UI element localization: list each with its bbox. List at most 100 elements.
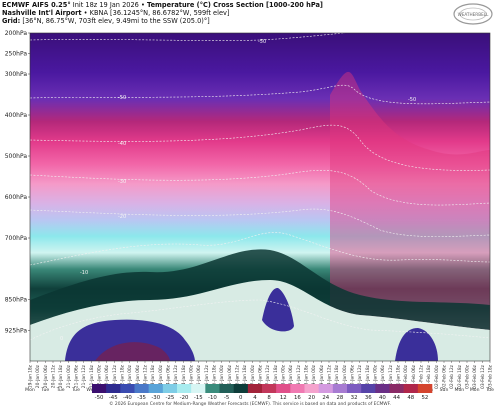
x-tick-date: 29-Jan <box>334 374 340 388</box>
x-tick-date: 28-Jan <box>304 374 310 388</box>
colorbar-swatch <box>134 384 149 393</box>
init-time: Init 18z 19 Jan 2026 • <box>70 1 147 9</box>
colorbar-label: 32 <box>351 395 358 401</box>
grid-coords: [36°N, 86.75°W, 703ft elev, 9.49mi to th… <box>20 17 210 25</box>
x-tick-hour: 00z <box>281 364 287 373</box>
weatherbell-logo: WEATHERBELL <box>453 3 493 25</box>
x-tick-hour: 00z <box>403 364 409 373</box>
cold-pocket-mid <box>262 287 294 332</box>
station-coords: • KBNA [36.1245°N, 86.6782°W, 599ft elev… <box>81 9 230 17</box>
x-tick-date: 01-Feb <box>403 374 409 389</box>
x-day-label: Tue <box>485 387 494 393</box>
x-tick-date: 19-Jan <box>28 374 34 388</box>
contour-label: -50 <box>258 39 266 45</box>
colorbar-swatch <box>361 384 376 393</box>
x-tick-hour: 18z <box>28 364 34 373</box>
colorbar-label: 12 <box>280 395 287 401</box>
x-tick-date: 31-Jan <box>388 374 394 388</box>
x-tick-date: 20-Jan <box>43 374 49 388</box>
colorbar-label: 8 <box>267 395 271 401</box>
x-tick-hour: 18z <box>89 364 95 373</box>
x-tick-hour: 06z <box>442 364 448 373</box>
x-tick-date: 22-Jan <box>120 374 126 388</box>
colorbar-label: 40 <box>379 395 386 401</box>
x-tick-hour: 00z <box>219 364 225 373</box>
x-tick-date: 23-Jan <box>127 374 133 388</box>
x-tick-date: 28-Jan <box>288 374 294 388</box>
x-tick-date: 31-Jan <box>373 374 379 388</box>
title-line-2: Nashville Int'l Airport • KBNA [36.1245°… <box>2 9 229 17</box>
x-tick-date: 21-Jan <box>81 374 87 388</box>
x-tick-date: 27-Jan <box>273 374 279 388</box>
x-tick-date: 29-Jan <box>327 374 333 388</box>
warm-bulge <box>330 71 490 361</box>
colorbar-label: 44 <box>393 395 400 401</box>
colorbar-swatch <box>290 384 305 393</box>
x-tick-date: 21-Jan <box>74 374 80 388</box>
contour-line <box>30 84 490 105</box>
colorbar-label: 28 <box>336 395 343 401</box>
model-name: ECMWF AIFS 0.25° <box>2 1 71 9</box>
x-tick-hour: 12z <box>81 364 87 373</box>
x-tick-date: 21-Jan <box>66 374 72 388</box>
x-tick-hour: 12z <box>419 364 425 373</box>
x-tick-date: 21-Jan <box>89 374 95 388</box>
x-tick-hour: 18z <box>212 364 218 373</box>
x-tick-date: 29-Jan <box>311 374 317 388</box>
x-tick-hour: 06z <box>43 364 49 373</box>
colorbar-label: -15 <box>194 395 203 401</box>
x-tick-hour: 06z <box>288 364 294 373</box>
x-tick-hour: 18z <box>426 364 432 373</box>
y-tick-label: 200hPa <box>5 30 28 37</box>
x-tick-date: 03-Feb <box>472 374 478 389</box>
y-tick-label: 500hPa <box>5 153 28 160</box>
colorbar-label: 36 <box>365 395 372 401</box>
x-tick-hour: 18z <box>120 364 126 373</box>
x-tick-date: 03-Feb <box>465 374 471 389</box>
x-day-label: Mon <box>454 387 464 393</box>
x-tick-date: 29-Jan <box>319 374 325 388</box>
x-day-label: Wed <box>86 387 96 393</box>
colorbar-label: 52 <box>421 395 428 401</box>
x-tick-hour: 00z <box>250 364 256 373</box>
x-tick-date: 26-Jan <box>242 374 248 388</box>
colorbar-label: -45 <box>109 395 118 401</box>
cold-pocket-late <box>395 328 438 361</box>
x-tick-hour: 00z <box>127 364 133 373</box>
x-tick-hour: 18z <box>488 364 494 373</box>
y-tick-label: 250hPa <box>5 51 28 58</box>
x-tick-hour: 06z <box>135 364 141 373</box>
x-tick-date: 26-Jan <box>235 374 241 388</box>
contour-line <box>30 208 490 237</box>
y-tick-label: 925hPa <box>5 327 28 334</box>
x-tick-date: 23-Jan <box>135 374 141 388</box>
x-tick-date: 01-Feb <box>419 374 425 389</box>
x-tick-hour: 12z <box>173 364 179 373</box>
colorbar-swatch <box>276 384 291 393</box>
x-tick-hour: 12z <box>265 364 271 373</box>
x-tick-date: 25-Jan <box>189 374 195 388</box>
colorbar-swatch <box>417 384 433 393</box>
y-tick-label: 400hPa <box>5 112 28 119</box>
x-tick-hour: 06z <box>380 364 386 373</box>
x-tick-date: 02-Feb <box>442 374 448 389</box>
x-tick-hour: 06z <box>227 364 233 373</box>
y-tick-label: 700hPa <box>5 235 28 242</box>
x-tick-date: 22-Jan <box>97 374 103 388</box>
x-tick-hour: 18z <box>457 364 463 373</box>
x-tick-hour: 18z <box>181 364 187 373</box>
x-tick-hour: 00z <box>35 364 41 373</box>
x-tick-hour: 12z <box>143 364 149 373</box>
x-tick-hour: 18z <box>150 364 156 373</box>
x-tick-hour: 12z <box>449 364 455 373</box>
x-tick-date: 24-Jan <box>181 374 187 388</box>
colorbar-swatch <box>233 384 249 393</box>
colorbar-swatch <box>92 384 107 393</box>
x-tick-date: 28-Jan <box>281 374 287 388</box>
contour-label: -50 <box>408 97 416 103</box>
colorbar-swatch <box>318 384 334 393</box>
colorbar-swatch <box>120 384 135 393</box>
x-tick-hour: 00z <box>434 364 440 373</box>
colorbar-label: 48 <box>407 395 414 401</box>
x-tick-date: 30-Jan <box>342 374 348 388</box>
